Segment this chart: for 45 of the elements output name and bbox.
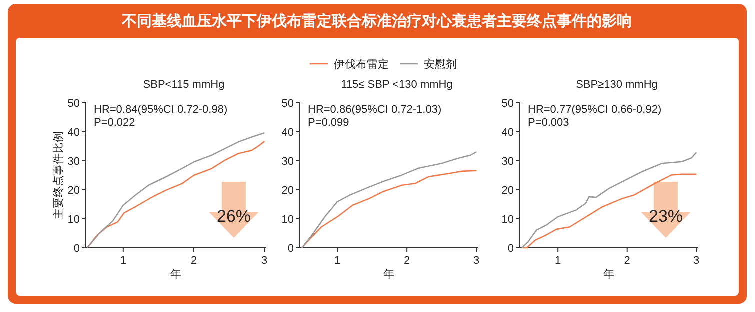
- y-tick-label: 10: [68, 214, 80, 226]
- y-tick-label: 20: [502, 185, 514, 197]
- x-tick-label: 3: [474, 255, 480, 267]
- y-tick-label: 20: [282, 185, 294, 197]
- legend-label: 伊伐布雷定: [334, 58, 389, 71]
- x-axis-title: 年: [170, 269, 182, 281]
- y-axis-title: 主要终点事件比例: [52, 132, 65, 220]
- x-axis-title: 年: [384, 269, 394, 281]
- annotation: HR=0.86(95%CI 0.72-1.03): [308, 104, 442, 116]
- x-tick-label: 2: [624, 255, 630, 267]
- y-tick-label: 0: [288, 243, 294, 255]
- y-tick-label: 10: [502, 214, 514, 226]
- annotation: P=0.022: [94, 117, 136, 129]
- y-tick-label: 40: [282, 127, 294, 139]
- text: 不同基线血压水平下伊伐布雷定联合标准治疗对心衰患者主要终点事件的影响: [121, 12, 632, 30]
- x-axis-title: 年: [604, 269, 614, 281]
- annotation: P=0.003: [528, 117, 570, 129]
- y-tick-label: 50: [68, 98, 80, 110]
- y-tick-label: 0: [508, 243, 514, 255]
- legend-label: 安慰剂: [424, 58, 457, 71]
- chart-subtitle: 115≤ SBP <130 mmHg: [341, 79, 453, 91]
- x-tick-label: 1: [334, 255, 341, 267]
- x-tick-label: 2: [190, 255, 198, 267]
- y-tick-label: 50: [282, 98, 294, 110]
- chart-subtitle: SBP<115 mmHg: [143, 79, 225, 91]
- annotation: HR=0.77(95%CI 0.66-0.92): [528, 104, 662, 116]
- x-tick-label: 2: [404, 255, 410, 267]
- y-tick-label: 20: [68, 185, 80, 197]
- y-tick-label: 30: [282, 156, 294, 168]
- x-tick-label: 1: [120, 255, 126, 267]
- x-tick-label: 3: [262, 255, 268, 267]
- y-tick-label: 50: [502, 98, 514, 110]
- y-tick-label: 10: [282, 214, 294, 226]
- x-tick-label: 3: [694, 255, 700, 267]
- y-tick-label: 30: [502, 156, 514, 168]
- annotation: HR=0.84(95%CI 0.72-0.98): [94, 104, 228, 116]
- y-tick-label: 30: [68, 156, 80, 168]
- y-tick-label: 40: [68, 127, 80, 139]
- x-tick-label: 1: [555, 255, 562, 267]
- y-tick-label: 40: [502, 127, 514, 139]
- chart-subtitle: SBP≥130 mmHg: [576, 79, 658, 91]
- y-tick-label: 0: [74, 243, 80, 255]
- annotation: P=0.099: [308, 117, 350, 129]
- annotation: 26%: [216, 207, 252, 226]
- annotation: 23%: [648, 207, 684, 226]
